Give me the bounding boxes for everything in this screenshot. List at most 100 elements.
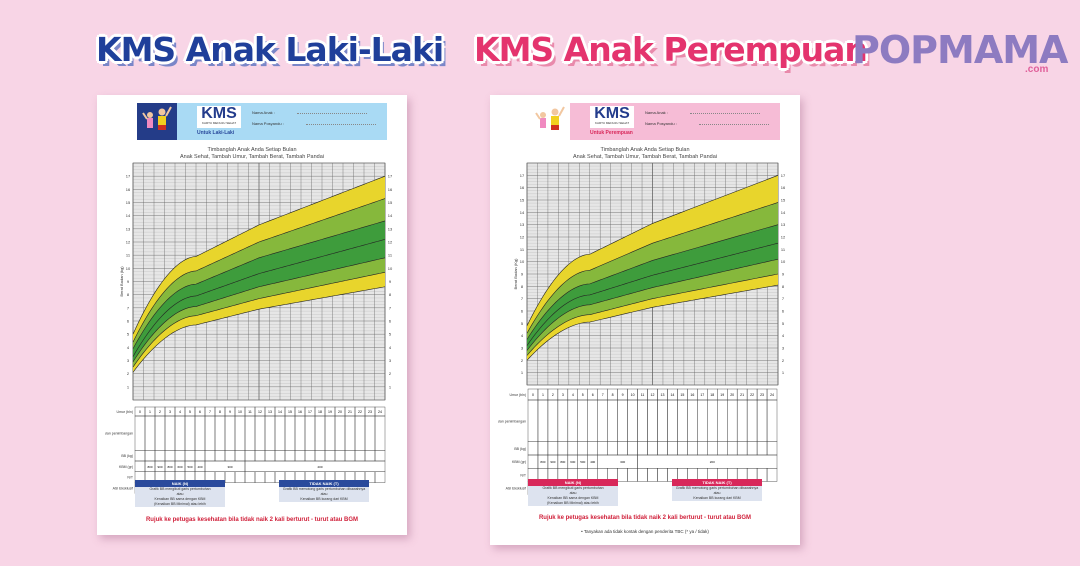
table-cell[interactable] — [194, 415, 206, 451]
table-cell[interactable] — [284, 415, 296, 451]
table-cell[interactable] — [234, 415, 246, 451]
table-cell[interactable] — [766, 399, 778, 442]
table-cell[interactable] — [647, 399, 658, 442]
table-cell[interactable] — [657, 399, 668, 442]
table-cell[interactable] — [617, 441, 628, 456]
table-cell[interactable] — [607, 399, 618, 442]
table-cell[interactable] — [374, 450, 386, 462]
table-cell[interactable] — [537, 399, 549, 442]
table-cell[interactable] — [537, 441, 549, 456]
table-cell[interactable] — [244, 450, 256, 462]
table-cell[interactable] — [547, 399, 559, 442]
table-cell[interactable] — [374, 415, 386, 451]
table-cell[interactable] — [527, 399, 539, 442]
table-cell[interactable] — [657, 441, 668, 456]
table-cell[interactable] — [697, 441, 708, 456]
table-cell[interactable] — [717, 441, 728, 456]
table-cell[interactable] — [557, 441, 569, 456]
table-cell[interactable] — [726, 399, 738, 442]
table-cell[interactable] — [174, 450, 186, 462]
table-cell[interactable] — [214, 415, 226, 451]
table-cell[interactable] — [766, 441, 778, 456]
table-cell[interactable] — [597, 441, 608, 456]
table-cell[interactable] — [154, 415, 166, 451]
table-cell[interactable] — [707, 399, 718, 442]
table-cell[interactable] — [184, 450, 196, 462]
table-cell[interactable] — [234, 450, 246, 462]
table-cell[interactable] — [677, 441, 688, 456]
table-cell[interactable] — [687, 441, 698, 456]
table-cell[interactable] — [617, 399, 628, 442]
table-cell[interactable] — [637, 467, 648, 482]
table-cell[interactable] — [254, 450, 266, 462]
table-cell[interactable] — [527, 454, 539, 469]
table-cell[interactable] — [374, 471, 386, 483]
table-cell[interactable] — [214, 450, 226, 462]
table-cell[interactable] — [597, 399, 608, 442]
table-cell[interactable] — [677, 399, 688, 442]
table-cell[interactable] — [344, 415, 356, 451]
table-cell[interactable] — [607, 441, 618, 456]
table-cell[interactable] — [627, 467, 638, 482]
table-cell[interactable] — [354, 450, 366, 462]
table-cell[interactable] — [637, 441, 648, 456]
table-cell[interactable] — [577, 399, 588, 442]
table-cell[interactable] — [304, 415, 316, 451]
table-cell[interactable] — [587, 441, 598, 456]
table-cell[interactable] — [224, 471, 236, 483]
table-cell[interactable] — [314, 415, 326, 451]
table-cell[interactable] — [294, 450, 306, 462]
table-cell[interactable] — [637, 399, 648, 442]
table-cell[interactable] — [334, 415, 346, 451]
table-cell[interactable] — [244, 415, 256, 451]
table-cell[interactable] — [557, 399, 569, 442]
table-cell[interactable] — [134, 415, 146, 451]
table-cell[interactable] — [567, 399, 578, 442]
table-cell[interactable] — [224, 415, 236, 451]
table-cell[interactable] — [364, 450, 376, 462]
table-cell[interactable] — [254, 415, 266, 451]
table-cell[interactable] — [184, 415, 196, 451]
table-cell[interactable] — [314, 450, 326, 462]
table-cell[interactable] — [697, 399, 708, 442]
table-cell[interactable] — [746, 399, 758, 442]
table-cell[interactable] — [274, 450, 286, 462]
table-cell[interactable] — [324, 450, 336, 462]
table-cell[interactable] — [264, 450, 276, 462]
table-cell[interactable] — [244, 471, 256, 483]
table-cell[interactable] — [547, 441, 559, 456]
table-cell[interactable] — [234, 471, 246, 483]
table-cell[interactable] — [707, 441, 718, 456]
table-cell[interactable] — [304, 450, 316, 462]
table-cell[interactable] — [717, 399, 728, 442]
table-cell[interactable] — [204, 415, 216, 451]
table-cell[interactable] — [756, 399, 768, 442]
table-cell[interactable] — [344, 450, 356, 462]
table-cell[interactable] — [766, 467, 778, 482]
table-cell[interactable] — [264, 471, 276, 483]
table-cell[interactable] — [527, 441, 539, 456]
table-cell[interactable] — [667, 441, 678, 456]
table-cell[interactable] — [354, 415, 366, 451]
table-cell[interactable] — [647, 467, 658, 482]
table-cell[interactable] — [264, 415, 276, 451]
table-cell[interactable] — [657, 467, 668, 482]
table-cell[interactable] — [144, 450, 156, 462]
table-cell[interactable] — [294, 415, 306, 451]
table-cell[interactable] — [284, 450, 296, 462]
table-cell[interactable] — [224, 450, 236, 462]
table-cell[interactable] — [746, 441, 758, 456]
table-cell[interactable] — [334, 450, 346, 462]
table-cell[interactable] — [577, 441, 588, 456]
table-cell[interactable] — [144, 415, 156, 451]
table-cell[interactable] — [204, 450, 216, 462]
table-cell[interactable] — [324, 415, 336, 451]
table-cell[interactable] — [164, 450, 176, 462]
table-cell[interactable] — [154, 450, 166, 462]
table-cell[interactable] — [194, 450, 206, 462]
table-cell[interactable] — [667, 399, 678, 442]
table-cell[interactable] — [627, 399, 638, 442]
table-cell[interactable] — [274, 415, 286, 451]
table-cell[interactable] — [736, 399, 748, 442]
table-cell[interactable] — [756, 441, 768, 456]
